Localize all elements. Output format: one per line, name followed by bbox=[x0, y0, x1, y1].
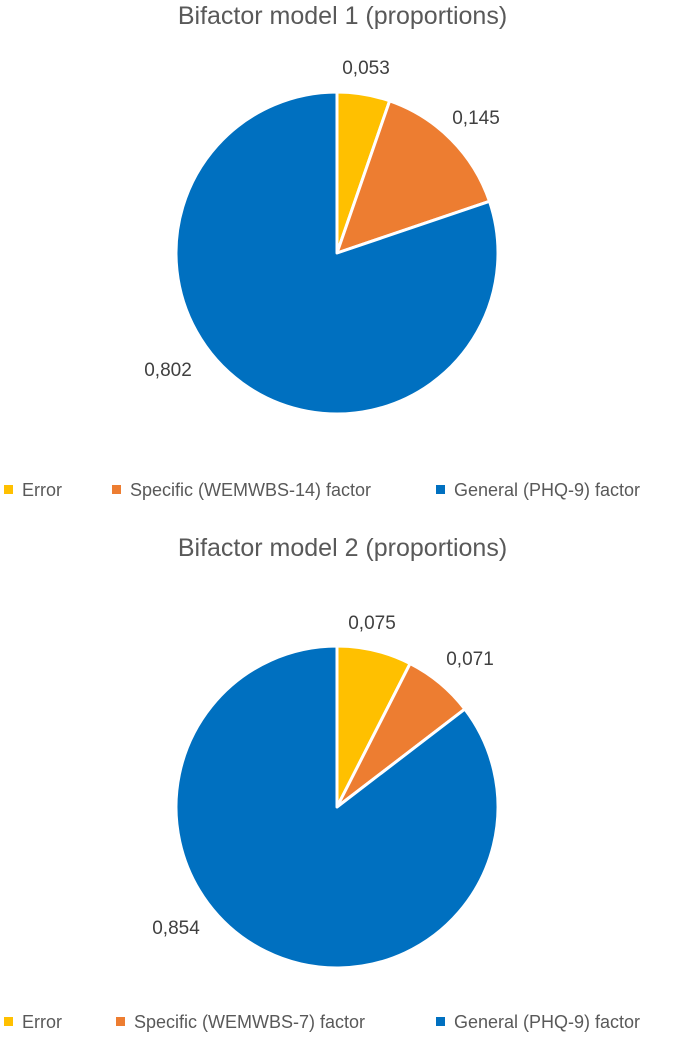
data-label-specific-wemwbs-7-factor: 0,071 bbox=[446, 649, 494, 670]
legend-swatch-general bbox=[436, 485, 445, 494]
legend-label: Error bbox=[22, 1012, 62, 1032]
legend-swatch-specific bbox=[112, 485, 121, 494]
legend-swatch-error bbox=[4, 485, 13, 494]
legend-label: Error bbox=[22, 480, 62, 500]
legend-item-error: Error bbox=[4, 1012, 62, 1033]
chart-legend: Error Specific (WEMWBS-14) factor Genera… bbox=[0, 480, 685, 510]
legend-item-specific: Specific (WEMWBS-14) factor bbox=[112, 480, 371, 501]
data-label-general-phq-9-factor: 0,802 bbox=[144, 360, 192, 381]
data-label-general-phq-9-factor: 0,854 bbox=[152, 918, 200, 939]
legend-label: Specific (WEMWBS-7) factor bbox=[134, 1012, 366, 1032]
legend-item-specific: Specific (WEMWBS-7) factor bbox=[116, 1012, 365, 1033]
pie-slice-specific-wemwbs-14-factor bbox=[335, 99, 491, 255]
legend-label: Specific (WEMWBS-14) factor bbox=[130, 480, 372, 500]
pie-plot-area: 0,053 0,145 0,802 bbox=[144, 58, 500, 416]
pie-chart-2: Bifactor model 2 (proportions) 0,075 0,07… bbox=[0, 532, 685, 1064]
chart-legend: Error Specific (WEMWBS-7) factor General… bbox=[0, 1012, 685, 1042]
legend-item-general: General (PHQ-9) factor bbox=[436, 1012, 640, 1033]
legend-swatch-specific bbox=[116, 1017, 125, 1026]
pie-slice-general-phq-9-factor bbox=[174, 90, 500, 416]
data-label-error: 0,075 bbox=[348, 613, 396, 634]
chart-title: Bifactor model 1 (proportions) bbox=[177, 2, 508, 30]
pie-chart-1: Bifactor model 1 (proportions) 0,053 0,14… bbox=[0, 2, 685, 510]
data-label-specific-wemwbs-14-factor: 0,145 bbox=[452, 108, 500, 129]
pie-slice-general-phq-9-factor bbox=[174, 644, 500, 970]
legend-swatch-error bbox=[4, 1017, 13, 1026]
legend-label: General (PHQ-9) factor bbox=[454, 480, 641, 500]
data-label-error: 0,053 bbox=[342, 58, 390, 79]
pie-plot-area: 0,075 0,071 0,854 bbox=[152, 613, 500, 970]
legend-swatch-general bbox=[436, 1017, 445, 1026]
legend-item-error: Error bbox=[4, 480, 62, 501]
legend-item-general: General (PHQ-9) factor bbox=[436, 480, 640, 501]
legend-label: General (PHQ-9) factor bbox=[454, 1012, 641, 1032]
chart-title: Bifactor model 2 (proportions) bbox=[177, 534, 508, 562]
